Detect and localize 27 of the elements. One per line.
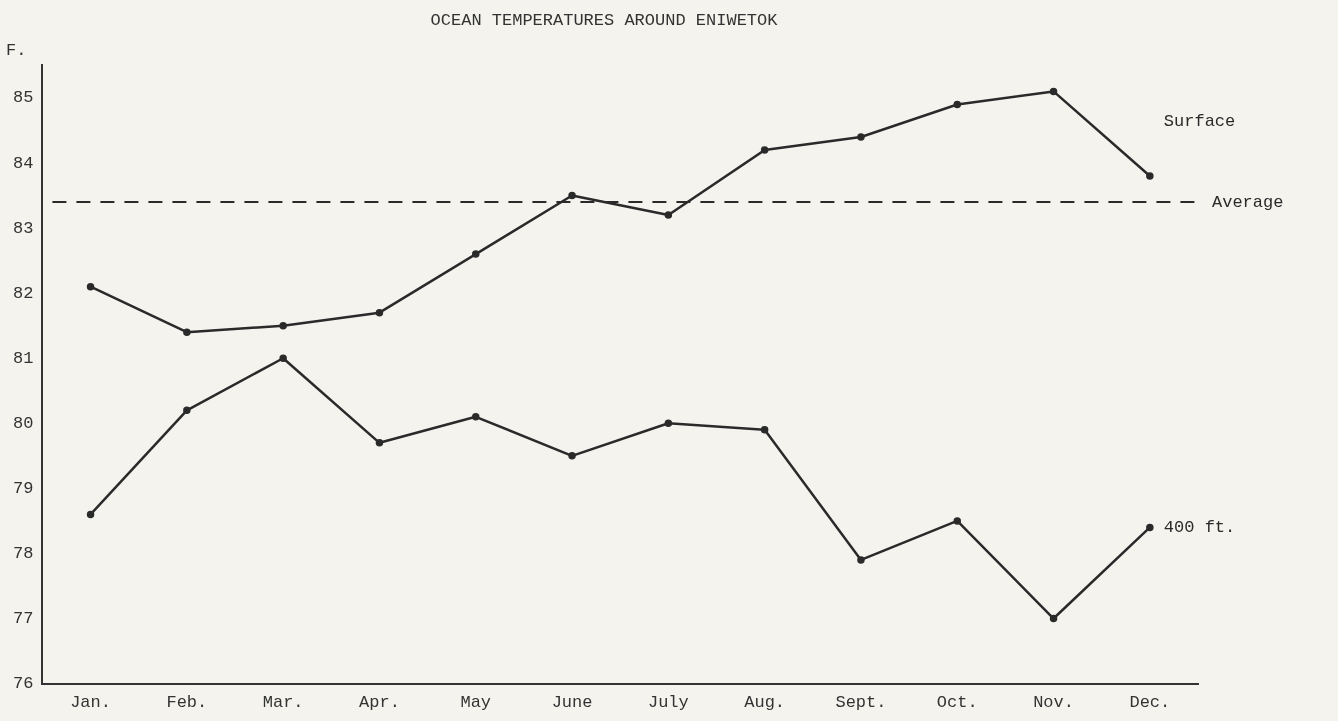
x-tick-label: July [647,693,689,713]
x-tick-label: May [460,693,492,713]
x-tick-label: Apr. [359,693,400,713]
x-tick-label: Nov. [1033,693,1074,713]
x-tick-label: Oct. [936,693,978,713]
y-tick-label: 79 [13,478,34,498]
x-tick-label: Mar. [262,693,304,713]
ref-line-label: Average [1212,192,1284,212]
x-tick-label: June [551,693,593,713]
text: Surface [1163,111,1236,131]
y-tick-label: 78 [13,543,34,563]
x-tick-label: Aug. [744,693,786,713]
y-tick-label: 81 [13,348,34,368]
x-tick-label: Jan. [70,693,111,713]
y-tick-label: 82 [13,283,34,303]
x-tick-label: Dec. [1129,693,1171,713]
y-axis-title: F. [6,41,27,61]
y-tick-label: 77 [13,609,34,629]
chart-title: OCEAN TEMPERATURES AROUND ENIWETOK [430,10,779,30]
y-tick-label: 83 [13,218,34,238]
y-tick-label: 85 [13,88,34,108]
x-tick-label: Feb. [166,693,208,713]
y-tick-label: 76 [13,674,34,694]
series-label: 400 ft. [1163,517,1236,537]
x-tick-label: Sept. [835,693,887,713]
y-tick-label: 80 [13,413,34,433]
y-tick-label: 84 [13,153,34,173]
